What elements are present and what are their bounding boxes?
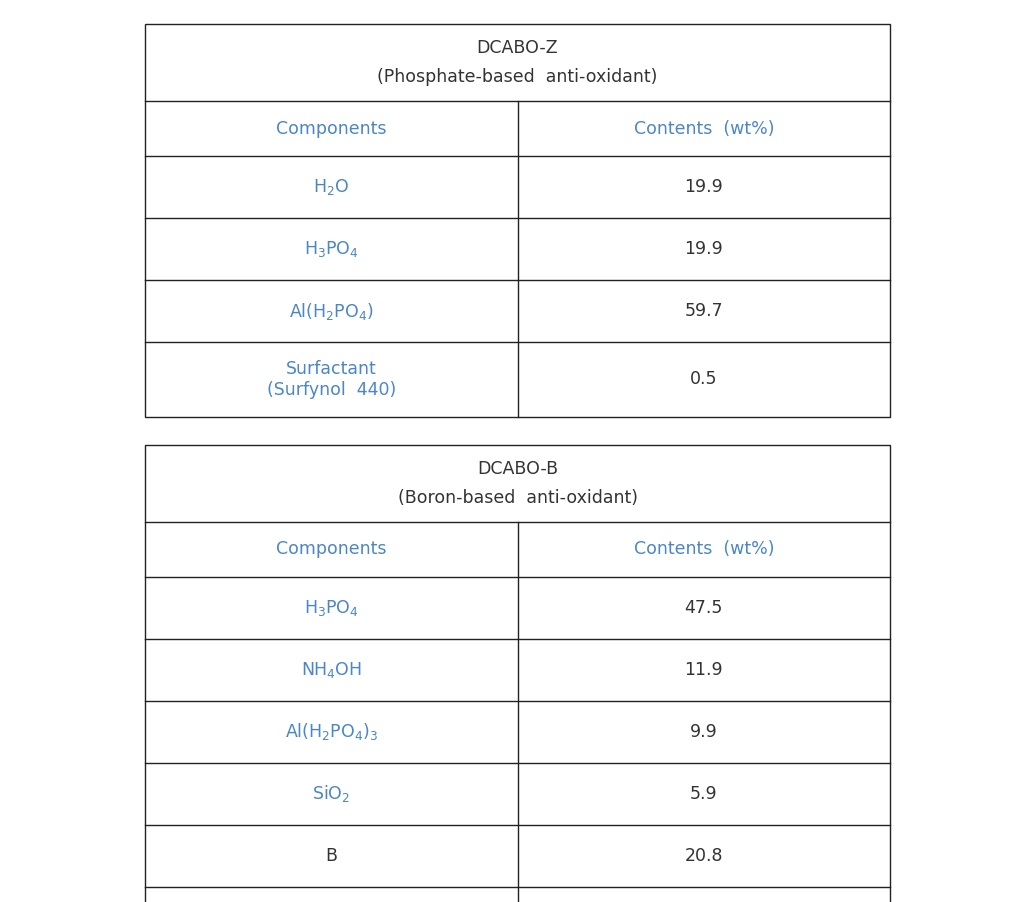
Text: SiO$_2$: SiO$_2$ — [313, 784, 351, 805]
Text: DCABO-B
(Boron-based  anti-oxidant): DCABO-B (Boron-based anti-oxidant) — [397, 460, 638, 507]
Text: H$_3$PO$_4$: H$_3$PO$_4$ — [304, 239, 359, 259]
Bar — [145, 445, 890, 902]
Text: 0.5: 0.5 — [690, 371, 717, 389]
Text: Contents  (wt%): Contents (wt%) — [633, 119, 774, 137]
Text: 9.9: 9.9 — [690, 723, 717, 741]
Text: Al(H$_2$PO$_4$): Al(H$_2$PO$_4$) — [289, 300, 374, 321]
Text: Components: Components — [276, 119, 386, 137]
Text: Components: Components — [276, 540, 386, 558]
Text: 47.5: 47.5 — [684, 599, 722, 617]
Text: 20.8: 20.8 — [684, 847, 723, 865]
Text: H$_3$PO$_4$: H$_3$PO$_4$ — [304, 598, 359, 618]
Text: NH$_4$OH: NH$_4$OH — [301, 660, 361, 680]
Bar — [145, 24, 890, 417]
Text: H$_2$O: H$_2$O — [314, 177, 350, 197]
Text: 19.9: 19.9 — [684, 240, 723, 258]
Text: 19.9: 19.9 — [684, 178, 723, 196]
Text: 5.9: 5.9 — [690, 785, 717, 803]
Text: Al(H$_2$PO$_4$)$_3$: Al(H$_2$PO$_4$)$_3$ — [285, 722, 378, 742]
Text: DCABO-Z
(Phosphate-based  anti-oxidant): DCABO-Z (Phosphate-based anti-oxidant) — [378, 39, 657, 86]
Text: 59.7: 59.7 — [684, 302, 723, 320]
Text: Surfactant
(Surfynol  440): Surfactant (Surfynol 440) — [267, 360, 395, 399]
Text: B: B — [325, 847, 337, 865]
Text: 11.9: 11.9 — [684, 661, 723, 679]
Text: Contents  (wt%): Contents (wt%) — [633, 540, 774, 558]
